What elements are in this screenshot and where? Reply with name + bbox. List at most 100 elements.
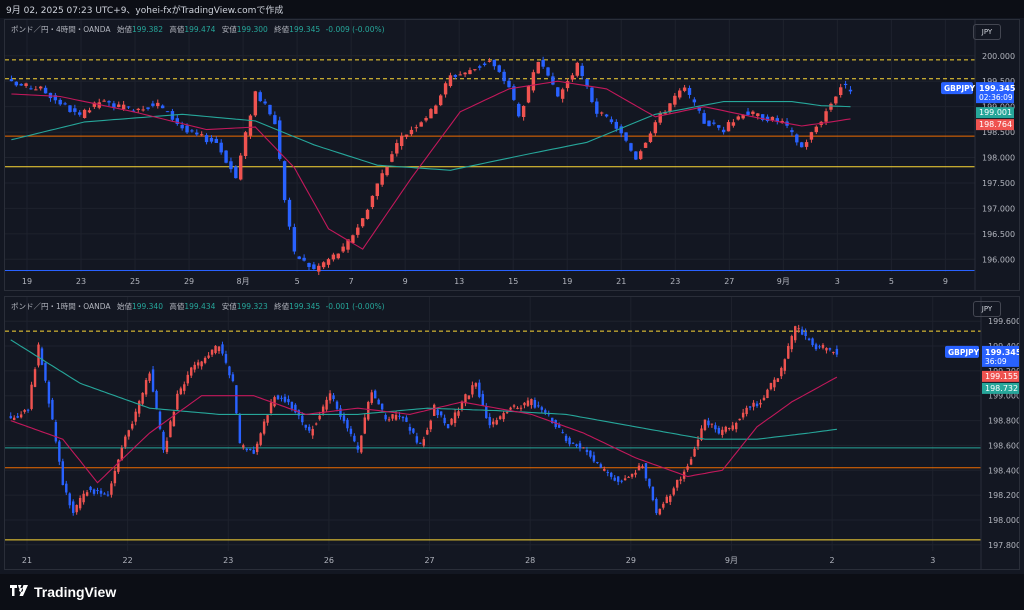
- candle-body: [214, 138, 219, 143]
- candle-body: [61, 461, 65, 485]
- candle-body: [370, 392, 373, 403]
- candlestick-chart-1h[interactable]: 199.600199.400199.200199.000198.800198.6…: [5, 297, 1019, 569]
- candle-body: [341, 246, 345, 252]
- candle-body: [668, 103, 672, 112]
- candle-body: [373, 390, 377, 399]
- candle-body: [717, 427, 721, 434]
- candle-body: [613, 477, 616, 481]
- candle-body: [546, 67, 550, 76]
- candle-body: [262, 421, 266, 434]
- candle-body: [146, 107, 150, 109]
- candle-body: [814, 126, 819, 133]
- brand-name: TradingView: [34, 584, 117, 600]
- snapshot-title: 9月 02, 2025 07:23 UTC+9、yohei-fxがTrading…: [6, 6, 284, 16]
- candle-body: [375, 183, 379, 196]
- price-tick-label: 197.800: [988, 541, 1019, 550]
- candle-body: [328, 393, 332, 401]
- candle-body: [443, 417, 446, 424]
- legend-high-label: 高値: [169, 25, 185, 34]
- candle-body: [242, 445, 245, 448]
- candle-body: [731, 425, 734, 430]
- candle-body: [224, 150, 228, 163]
- candle-body: [595, 101, 599, 114]
- candle-body: [589, 450, 592, 457]
- currency-button[interactable]: JPY: [973, 24, 1001, 40]
- candle-body: [672, 488, 675, 495]
- candle-body: [110, 483, 113, 495]
- candle-body: [131, 110, 136, 112]
- candle-body: [266, 415, 269, 423]
- candle-body: [47, 381, 51, 404]
- candle-body: [787, 345, 790, 359]
- candle-body: [609, 119, 614, 123]
- candle-body: [51, 399, 54, 420]
- candle-body: [648, 133, 653, 143]
- candle-body: [700, 428, 703, 441]
- legend-close-value: 199.345: [289, 302, 321, 311]
- candle-body: [228, 366, 231, 376]
- candle-body: [575, 444, 578, 447]
- candle-body: [287, 399, 290, 403]
- legend-change: -0.001 (-0.00%): [325, 302, 385, 311]
- candle-body: [401, 416, 405, 419]
- candle-body: [610, 472, 613, 477]
- candle-body: [117, 459, 120, 472]
- candle-body: [24, 83, 28, 87]
- candle-body: [29, 88, 33, 90]
- candle-body: [603, 468, 606, 471]
- candle-body: [148, 373, 151, 381]
- candle-body: [687, 87, 692, 95]
- candle-body: [387, 419, 391, 421]
- candle-body: [658, 112, 662, 123]
- candle-body: [585, 449, 589, 453]
- candle-body: [314, 423, 318, 425]
- candle-body: [318, 415, 321, 420]
- time-tick-label: 29: [184, 277, 194, 286]
- candle-body: [82, 109, 87, 118]
- candle-body: [63, 103, 67, 105]
- candle-body: [693, 448, 696, 457]
- price-tick-label: 198.500: [982, 128, 1015, 137]
- candle-body: [765, 116, 770, 122]
- legend-high-label: 高値: [169, 302, 185, 311]
- candle-body: [752, 402, 755, 407]
- price-tick-label: 198.400: [988, 466, 1019, 475]
- candle-body: [565, 81, 570, 89]
- time-tick-label: 9月: [777, 277, 790, 286]
- candle-body: [346, 419, 349, 429]
- candle-body: [755, 403, 759, 407]
- candle-body: [804, 142, 809, 147]
- candle-body: [253, 91, 258, 116]
- candle-body: [748, 406, 752, 408]
- price-tick-label: 198.600: [988, 441, 1019, 450]
- candle-body: [235, 385, 238, 414]
- candle-body: [183, 384, 186, 391]
- tradingview-logo[interactable]: TradingView: [8, 583, 116, 601]
- candle-body: [141, 109, 145, 111]
- candle-body: [82, 493, 85, 503]
- symbol-tag: [941, 82, 973, 95]
- candle-body: [207, 355, 210, 358]
- candle-body: [186, 374, 189, 384]
- candle-body: [599, 112, 604, 114]
- candle-body: [106, 494, 110, 496]
- candle-body: [321, 406, 325, 414]
- candle-body: [731, 122, 736, 126]
- moving-average-fast: [10, 376, 838, 484]
- candle-body: [30, 384, 33, 409]
- candle-body: [505, 412, 509, 414]
- candle-body: [360, 435, 363, 453]
- candle-body: [19, 414, 23, 418]
- candlestick-chart-4h[interactable]: 200.000199.500199.000198.500198.000197.5…: [5, 20, 1019, 290]
- symbol-label: GBPJPY: [944, 84, 976, 93]
- candle-body: [793, 326, 797, 341]
- currency-button[interactable]: JPY: [973, 301, 1001, 317]
- chart-panel-4h[interactable]: 200.000199.500199.000198.500198.000197.5…: [4, 19, 1020, 291]
- candle-body: [641, 466, 644, 468]
- last-price-label: 199.345: [985, 348, 1019, 357]
- candle-body: [769, 383, 773, 390]
- candle-body: [214, 345, 217, 354]
- candle-body: [301, 415, 304, 423]
- time-tick-label: 28: [525, 556, 535, 565]
- chart-panel-1h[interactable]: 199.600199.400199.200199.000198.800198.6…: [4, 296, 1020, 570]
